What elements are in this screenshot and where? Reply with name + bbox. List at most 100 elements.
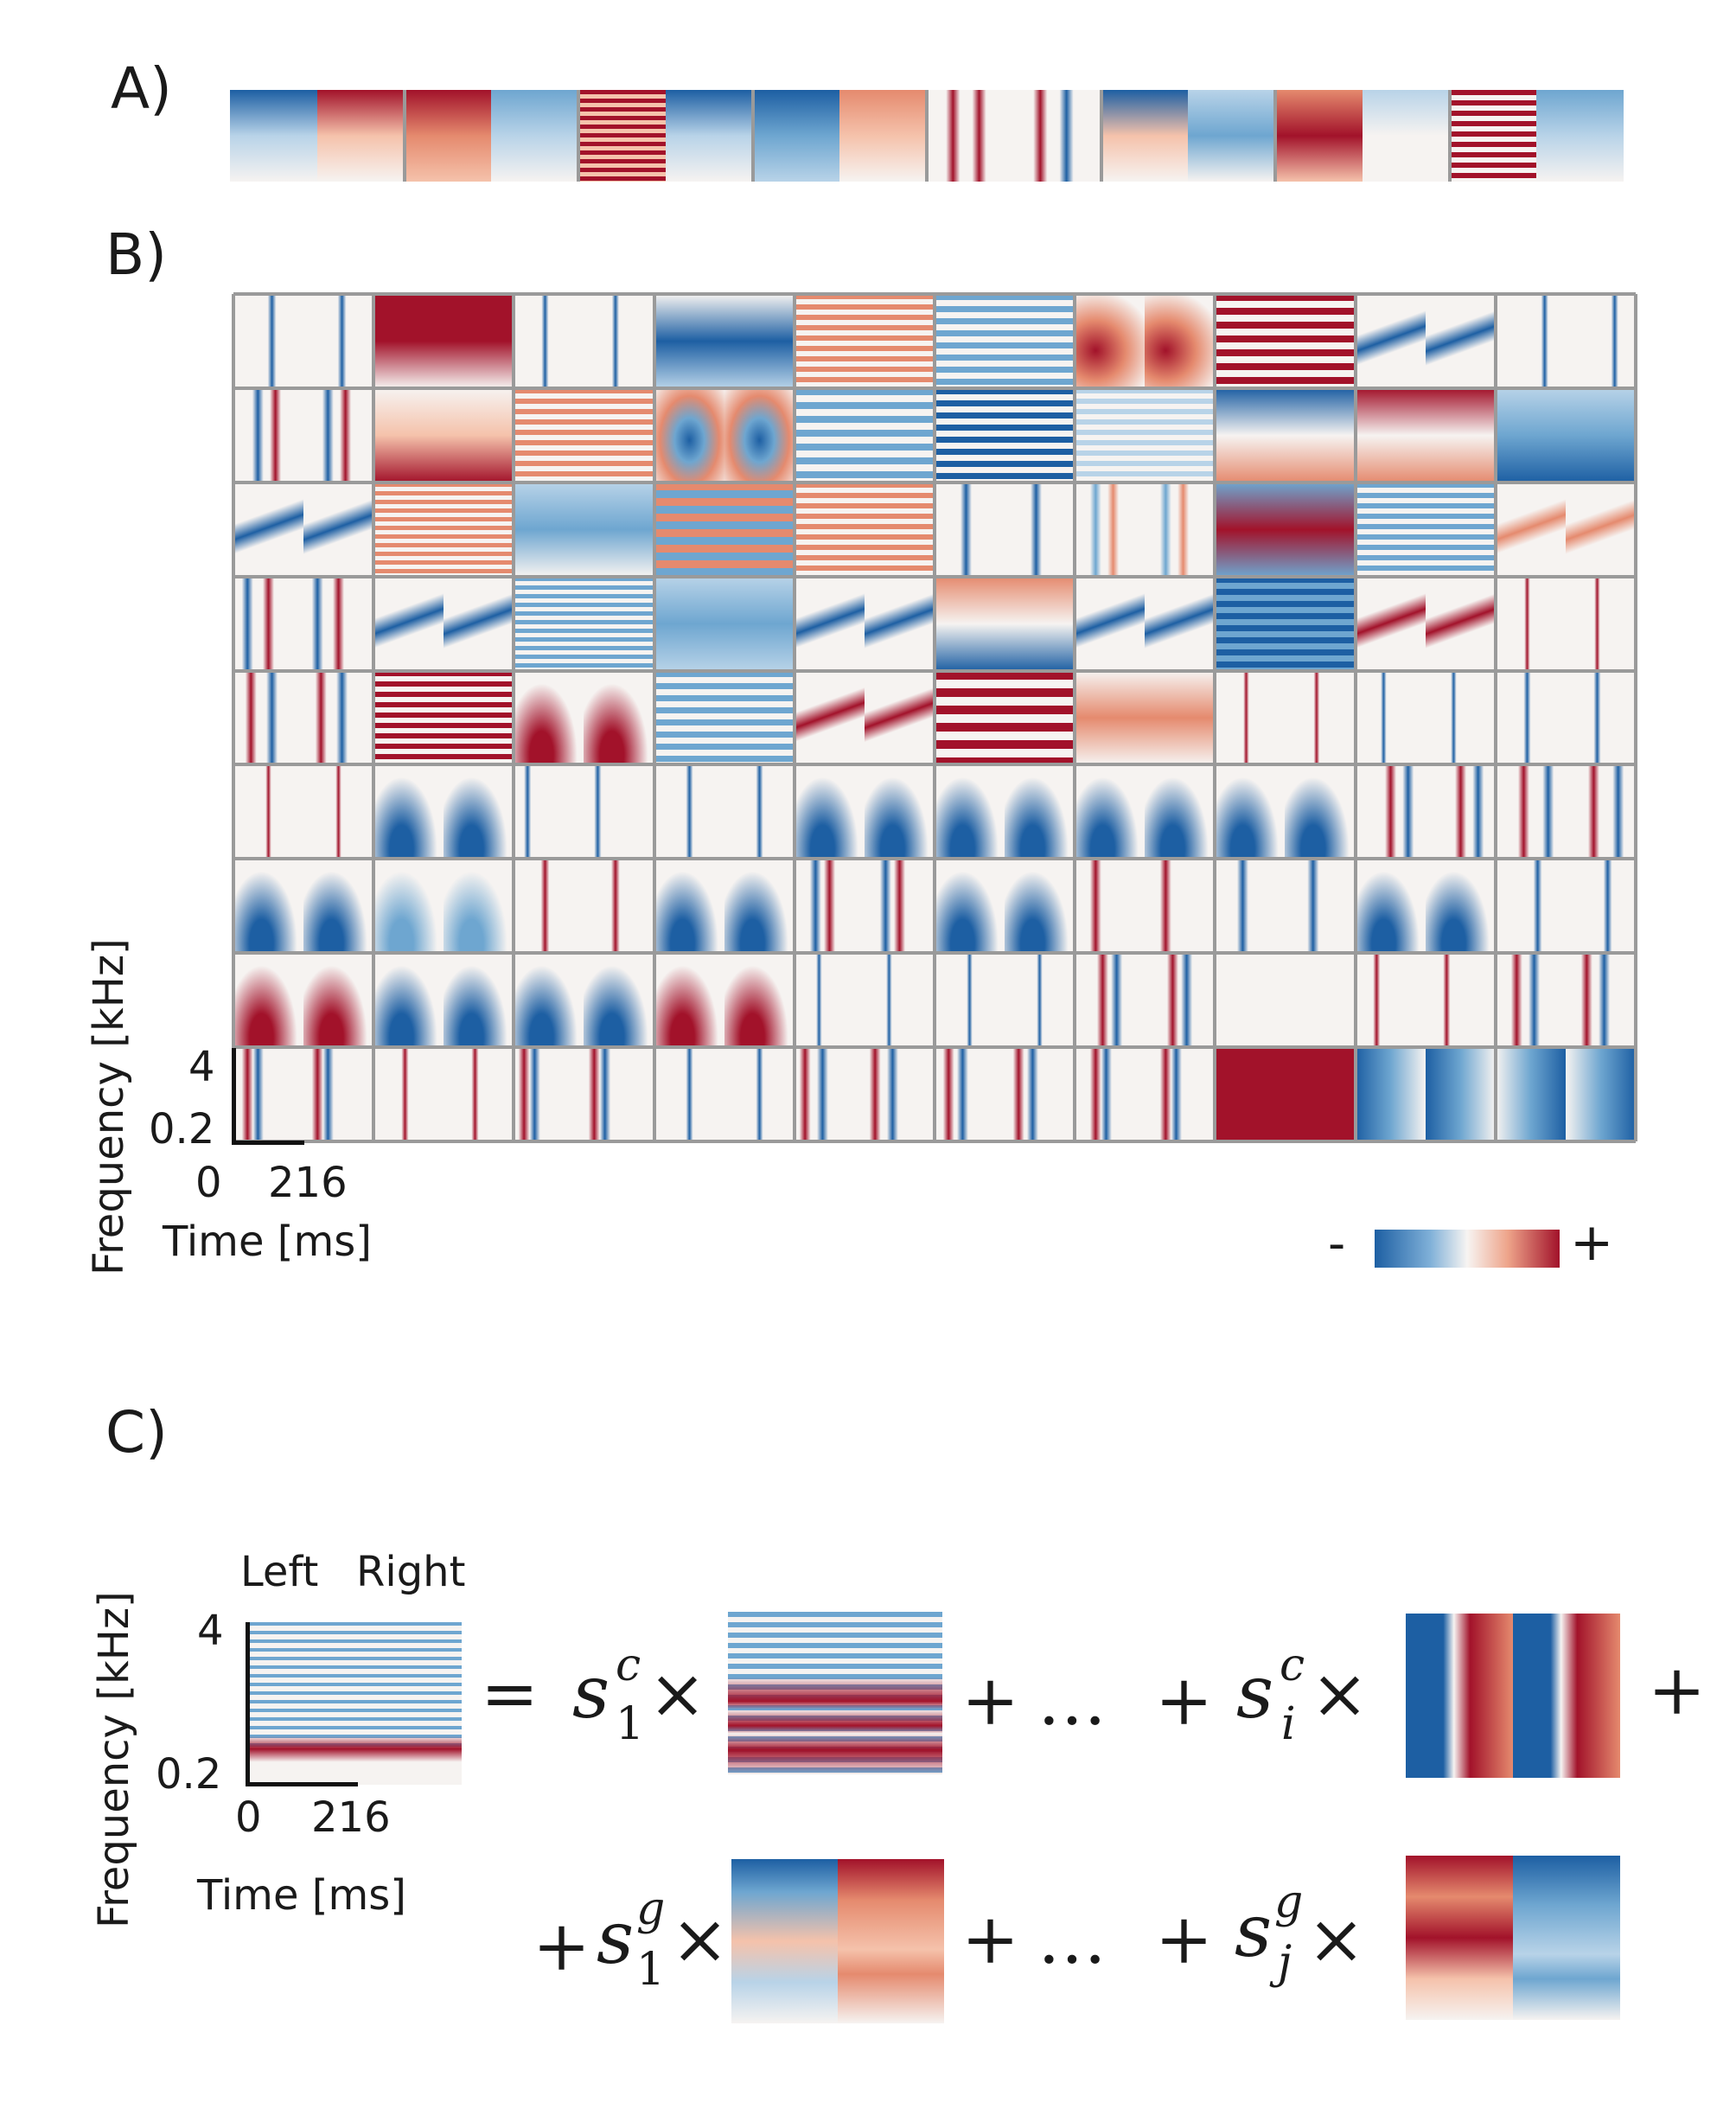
filter-half: [935, 387, 1005, 483]
grid-line: [402, 90, 406, 182]
ellipsis: …: [1037, 1899, 1107, 1979]
colorbar: [1375, 1230, 1560, 1268]
plus-sign: +: [1155, 1899, 1214, 1979]
filter-tile: [935, 294, 1075, 388]
plus-sign: +: [1155, 1660, 1214, 1741]
filter-half: [373, 670, 444, 765]
filter-half: [1355, 576, 1426, 671]
grid-line: [1353, 294, 1357, 1141]
filter-tile: [1075, 294, 1216, 388]
filter-half: [1495, 859, 1566, 954]
global-filter-tile: [1101, 90, 1275, 182]
filter-half: [1005, 764, 1075, 860]
coefficient-s-symbol: s: [1235, 1889, 1273, 1973]
filter-tile: [1215, 953, 1356, 1048]
filter-half: [654, 670, 724, 765]
filter-tile: [654, 670, 795, 765]
plus-sign: +: [1648, 1650, 1707, 1730]
filter-tile: [373, 670, 514, 765]
filter-half: [935, 482, 1005, 577]
filter-half: [233, 576, 304, 671]
coefficient-sj-g: s g j: [1235, 1876, 1330, 1989]
panel-c-label: C): [105, 1399, 168, 1466]
filter-tile: [935, 387, 1075, 483]
filter-half: [654, 764, 724, 860]
filter-half: [654, 859, 724, 954]
filter-tile: [794, 482, 935, 577]
filter-tile: [1215, 576, 1356, 671]
coefficient-superscript: c: [616, 1639, 641, 1691]
filter-half: [1075, 764, 1146, 860]
filter-tile: [1495, 387, 1636, 483]
grid-line: [233, 1140, 1636, 1143]
filter-half: [728, 1612, 835, 1774]
filter-half: [1215, 387, 1286, 483]
filter-half: [514, 764, 584, 860]
filter-half: [1449, 90, 1537, 182]
filter-tile: [1495, 294, 1636, 388]
filter-tile: [794, 576, 935, 671]
filter-tile: [1075, 764, 1216, 860]
filter-half: [584, 764, 654, 860]
filter-half: [303, 859, 374, 954]
filter-half: [665, 90, 753, 182]
coefficient-superscript: c: [1280, 1639, 1305, 1691]
filter-tile: [1495, 859, 1636, 954]
filter-tile: [373, 1047, 514, 1141]
component-filter-c1: [728, 1612, 942, 1774]
filter-half: [1005, 1047, 1075, 1141]
filter-half: [1425, 1047, 1496, 1141]
plus-sign: +: [533, 1906, 591, 1986]
grid-line: [512, 294, 516, 1141]
filter-half: [724, 482, 795, 577]
filter-half: [935, 859, 1005, 954]
filter-half: [1425, 387, 1496, 483]
filter-tile: [654, 1047, 795, 1141]
filter-tile: [935, 576, 1075, 671]
filter-half: [1101, 90, 1189, 182]
grid-line: [577, 90, 580, 182]
panel-a-label: A): [111, 55, 172, 122]
grid-line: [372, 294, 376, 1141]
coefficient-si-c: s c i: [1236, 1639, 1331, 1750]
filter-tile: [373, 764, 514, 860]
filter-tile: [373, 953, 514, 1048]
panel-a-filter-strip: [230, 90, 1624, 182]
filter-tile: [935, 859, 1075, 954]
filter-tile: [1355, 764, 1496, 860]
filter-half: [1215, 670, 1286, 765]
filter-half: [514, 953, 584, 1048]
filter-half: [1425, 482, 1496, 577]
filter-half: [373, 859, 444, 954]
filter-half: [373, 953, 444, 1048]
filter-half: [1406, 1614, 1513, 1778]
panel-b-scale-bar-vertical: [232, 1048, 236, 1145]
filter-half: [444, 764, 514, 860]
filter-half: [1215, 953, 1286, 1048]
component-filter-gj: [1406, 1856, 1620, 2020]
filter-half: [1215, 294, 1286, 388]
filter-half: [724, 294, 795, 388]
component-filter-ci: [1406, 1614, 1620, 1778]
times-sign: ×: [1311, 1653, 1369, 1734]
filter-tile: [935, 1047, 1075, 1141]
filter-tile: [654, 294, 795, 388]
filter-half: [1005, 294, 1075, 388]
filter-tile: [373, 576, 514, 671]
filter-half: [1565, 859, 1636, 954]
filter-half: [1285, 576, 1356, 671]
filter-half: [1355, 859, 1426, 954]
coefficient-superscript: g: [636, 1883, 666, 1935]
filter-half: [303, 953, 374, 1048]
filter-half: [864, 953, 935, 1048]
filter-half: [1425, 859, 1496, 954]
filter-half: [1188, 90, 1275, 182]
panel-c-x-tick-end: 216: [311, 1793, 391, 1842]
filter-tile: [935, 482, 1075, 577]
filter-half: [1565, 482, 1636, 577]
filter-tile: [794, 953, 935, 1048]
filter-half: [1565, 1047, 1636, 1141]
filter-tile: [514, 576, 654, 671]
filter-tile: [514, 1047, 654, 1141]
filter-half: [1425, 576, 1496, 671]
